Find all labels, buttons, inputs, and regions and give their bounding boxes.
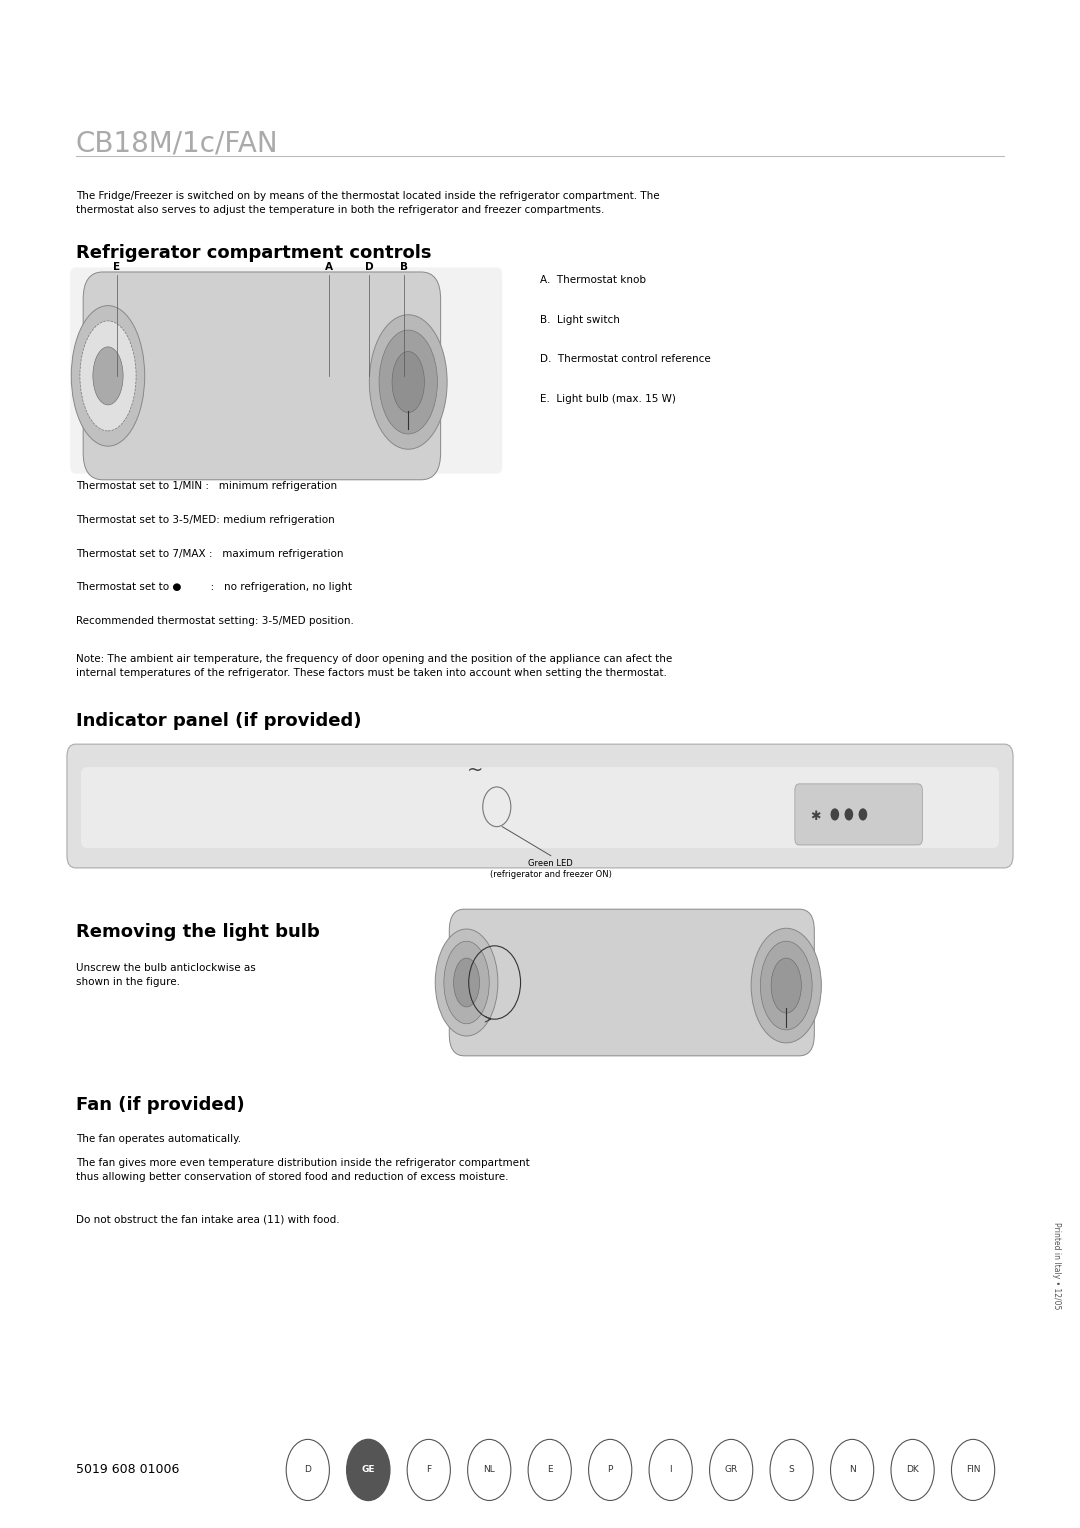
Ellipse shape bbox=[93, 347, 123, 405]
Circle shape bbox=[859, 808, 867, 821]
Text: NL: NL bbox=[484, 1465, 495, 1475]
Text: E: E bbox=[113, 261, 120, 272]
Text: Thermostat set to 3-5/MED: medium refrigeration: Thermostat set to 3-5/MED: medium refrig… bbox=[76, 515, 335, 526]
Text: A: A bbox=[325, 261, 334, 272]
Ellipse shape bbox=[760, 941, 812, 1030]
Text: S: S bbox=[788, 1465, 795, 1475]
Ellipse shape bbox=[752, 929, 822, 1044]
FancyBboxPatch shape bbox=[81, 767, 999, 848]
FancyBboxPatch shape bbox=[83, 272, 441, 480]
Text: Thermostat set to 1/MIN :   minimum refrigeration: Thermostat set to 1/MIN : minimum refrig… bbox=[76, 481, 337, 492]
Text: FIN: FIN bbox=[966, 1465, 981, 1475]
Text: Do not obstruct the fan intake area (11) with food.: Do not obstruct the fan intake area (11)… bbox=[76, 1215, 339, 1225]
Text: Note: The ambient air temperature, the frequency of door opening and the positio: Note: The ambient air temperature, the f… bbox=[76, 654, 672, 678]
Text: GE: GE bbox=[362, 1465, 375, 1475]
FancyBboxPatch shape bbox=[795, 784, 922, 845]
Text: ~: ~ bbox=[467, 761, 484, 779]
Text: A.  Thermostat knob: A. Thermostat knob bbox=[540, 275, 646, 286]
Ellipse shape bbox=[392, 351, 424, 413]
Text: Refrigerator compartment controls: Refrigerator compartment controls bbox=[76, 244, 431, 263]
Ellipse shape bbox=[444, 941, 489, 1024]
Text: The Fridge/Freezer is switched on by means of the thermostat located inside the : The Fridge/Freezer is switched on by mea… bbox=[76, 191, 659, 215]
Text: The fan gives more even temperature distribution inside the refrigerator compart: The fan gives more even temperature dist… bbox=[76, 1158, 529, 1183]
Ellipse shape bbox=[379, 330, 437, 434]
Text: P: P bbox=[608, 1465, 612, 1475]
FancyBboxPatch shape bbox=[70, 267, 502, 474]
Text: B: B bbox=[400, 261, 408, 272]
Text: D.  Thermostat control reference: D. Thermostat control reference bbox=[540, 354, 711, 365]
FancyBboxPatch shape bbox=[67, 744, 1013, 868]
Text: 5019 608 01006: 5019 608 01006 bbox=[76, 1464, 179, 1476]
Text: GR: GR bbox=[725, 1465, 738, 1475]
Text: Removing the light bulb: Removing the light bulb bbox=[76, 923, 320, 941]
Text: D: D bbox=[365, 261, 374, 272]
Text: N: N bbox=[849, 1465, 855, 1475]
Circle shape bbox=[845, 808, 853, 821]
Circle shape bbox=[347, 1439, 390, 1500]
Text: Recommended thermostat setting: 3-5/MED position.: Recommended thermostat setting: 3-5/MED … bbox=[76, 616, 353, 626]
Ellipse shape bbox=[771, 958, 801, 1013]
Ellipse shape bbox=[80, 321, 136, 431]
Text: ✱: ✱ bbox=[810, 810, 821, 824]
Text: Fan (if provided): Fan (if provided) bbox=[76, 1096, 244, 1114]
Circle shape bbox=[831, 808, 839, 821]
Text: I: I bbox=[670, 1465, 672, 1475]
Text: Green LED
(refrigerator and freezer ON): Green LED (refrigerator and freezer ON) bbox=[490, 859, 611, 879]
Text: D: D bbox=[305, 1465, 311, 1475]
Text: Unscrew the bulb anticlockwise as
shown in the figure.: Unscrew the bulb anticlockwise as shown … bbox=[76, 963, 255, 987]
Text: The fan operates automatically.: The fan operates automatically. bbox=[76, 1134, 241, 1144]
Ellipse shape bbox=[454, 958, 480, 1007]
Text: Indicator panel (if provided): Indicator panel (if provided) bbox=[76, 712, 361, 730]
Ellipse shape bbox=[71, 306, 145, 446]
Text: B.  Light switch: B. Light switch bbox=[540, 315, 620, 325]
Text: Thermostat set to ●         :   no refrigeration, no light: Thermostat set to ● : no refrigeration, … bbox=[76, 582, 352, 593]
Text: E: E bbox=[546, 1465, 553, 1475]
Text: E.  Light bulb (max. 15 W): E. Light bulb (max. 15 W) bbox=[540, 394, 676, 405]
FancyBboxPatch shape bbox=[449, 909, 814, 1056]
Text: F: F bbox=[427, 1465, 431, 1475]
Text: CB18M/1c/FAN: CB18M/1c/FAN bbox=[76, 130, 279, 157]
Ellipse shape bbox=[369, 315, 447, 449]
Ellipse shape bbox=[435, 929, 498, 1036]
Text: DK: DK bbox=[906, 1465, 919, 1475]
Text: Printed in Italy • 12/05: Printed in Italy • 12/05 bbox=[1052, 1222, 1061, 1309]
Text: Thermostat set to 7/MAX :   maximum refrigeration: Thermostat set to 7/MAX : maximum refrig… bbox=[76, 549, 343, 559]
